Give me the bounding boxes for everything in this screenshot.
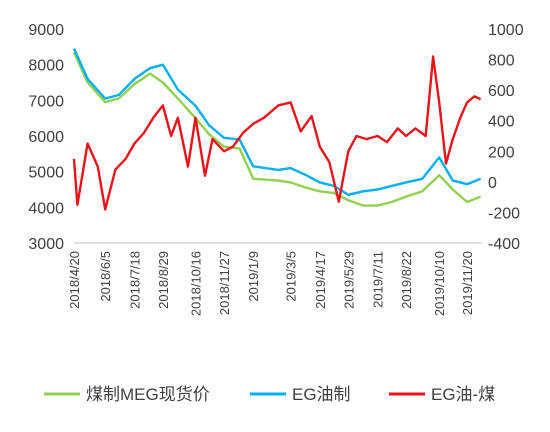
series-line	[72, 51, 482, 207]
y-left-tick-label: 4000	[28, 200, 64, 217]
x-tick-label: 2019/8/22	[399, 251, 414, 309]
y-left-tick-label: 9000	[28, 22, 64, 39]
x-tick-label: 2019/1/9	[246, 251, 261, 302]
y-left-tick-label: 6000	[28, 129, 64, 146]
legend-label: EG油制	[292, 385, 351, 404]
x-tick-label: 2019/11/20	[460, 251, 475, 315]
series-line	[72, 48, 482, 197]
x-tick-label: 2019/10/10	[432, 251, 447, 316]
x-tick-label: 2018/8/29	[156, 251, 171, 309]
y-right-tick-label: 0	[488, 175, 497, 192]
series-layer	[72, 48, 482, 211]
y-right-tick-label: -400	[488, 236, 520, 253]
axes: 3000 4000 5000 6000 7000 8000 9000 -400 -200 0 200…	[28, 22, 523, 316]
x-tick-label: 2018/10/16	[189, 251, 204, 316]
y-left-tick-label: 5000	[28, 165, 64, 182]
x-tick-label: 2018/11/27	[217, 251, 232, 315]
y-right-tick-label: 1000	[488, 22, 524, 39]
x-tick-label: 2019/7/11	[370, 251, 385, 308]
y-right-tick-label: 200	[488, 144, 515, 161]
y-left-tick-label: 7000	[28, 93, 64, 110]
legend-label: 煤制MEG现货价	[86, 385, 210, 404]
legend-label: EG油-煤	[431, 385, 495, 404]
legend: 煤制MEG现货价 EG油制 EG油-煤	[44, 385, 495, 404]
x-tick-label: 2018/7/18	[127, 251, 142, 309]
x-tick-label: 2018/4/20	[67, 251, 82, 309]
y-right-tick-label: 600	[488, 83, 515, 100]
x-tick-label: 2018/6/5	[98, 251, 113, 302]
x-tick-label: 2019/5/29	[341, 251, 356, 309]
x-tick-label: 2019/3/5	[284, 251, 299, 302]
series-line	[72, 55, 482, 211]
y-right-tick-label: 800	[488, 53, 515, 70]
y-right-tick-label: -200	[488, 205, 520, 222]
x-tick-label: 2019/4/17	[313, 251, 328, 309]
y-left-tick-label: 3000	[28, 236, 64, 253]
y-right-tick-label: 400	[488, 114, 515, 131]
y-left-tick-label: 8000	[28, 58, 64, 75]
